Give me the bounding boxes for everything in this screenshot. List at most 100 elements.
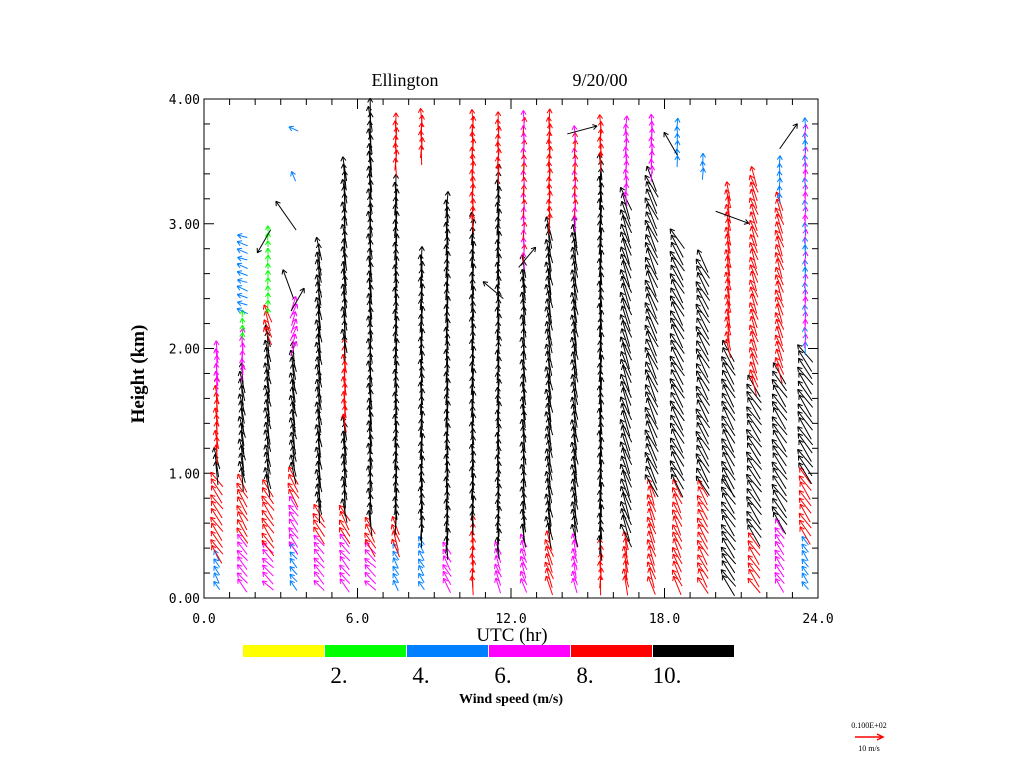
vector-head [392, 331, 396, 337]
vector-head [670, 264, 676, 268]
vector-shaft [620, 419, 633, 443]
vector-shaft [645, 286, 658, 311]
vector-head [421, 388, 426, 394]
vector-head [596, 452, 600, 458]
vector-shaft [339, 556, 350, 571]
vector-head [267, 254, 271, 260]
vector-head [545, 507, 549, 513]
vector-head [366, 397, 370, 403]
vector-shaft [445, 409, 449, 433]
vector-shaft [340, 511, 350, 531]
vector-head [443, 536, 447, 541]
vector-head [695, 408, 701, 412]
vector-head [620, 523, 626, 528]
vector-head [237, 550, 243, 553]
profile-column-18.5 [669, 117, 685, 596]
vector-head [521, 116, 526, 122]
wind-vector [645, 413, 658, 439]
vector-head [469, 568, 473, 573]
vector-head [723, 406, 728, 411]
wind-vector [722, 451, 735, 475]
wind-vector [699, 153, 706, 165]
wind-vector [364, 558, 377, 569]
vector-shaft [445, 431, 449, 456]
vector-shaft [697, 331, 709, 356]
vector-head [721, 552, 727, 556]
wind-vector [644, 384, 659, 408]
vector-shaft [392, 530, 399, 551]
vector-head [545, 245, 548, 251]
wind-vector [519, 578, 528, 593]
vector-shaft [546, 455, 553, 481]
vector-head [215, 340, 220, 346]
vector-shaft [726, 233, 731, 254]
vector-shaft [646, 420, 657, 447]
vector-head [545, 116, 549, 122]
vector-shaft [394, 420, 398, 446]
vector-shaft [671, 428, 684, 453]
vector-head [570, 396, 573, 402]
wind-vector [619, 478, 632, 503]
vector-head [721, 356, 727, 359]
vector-shaft [696, 265, 710, 287]
vector-shaft [697, 436, 709, 460]
vector-head [339, 550, 342, 556]
vector-shaft [573, 562, 577, 579]
vector-head [697, 562, 703, 566]
wind-vector [746, 390, 762, 411]
vector-shaft [598, 512, 603, 539]
vector-head [393, 579, 398, 584]
vector-head [600, 121, 604, 126]
vector-head [237, 533, 243, 537]
vector-shaft [496, 378, 500, 403]
wind-vector [697, 577, 709, 594]
vector-head [237, 234, 242, 239]
vector-head [696, 363, 702, 367]
vector-shaft [696, 392, 710, 415]
vector-head [519, 441, 523, 447]
vector-head [468, 211, 472, 217]
vector-head [366, 293, 370, 299]
vector-shaft [364, 558, 377, 569]
vector-head [648, 136, 652, 142]
vector-shaft [620, 253, 632, 279]
vector-shaft [722, 451, 735, 475]
vector-head [644, 324, 650, 328]
vector-head [340, 376, 344, 382]
wind-vector [746, 465, 762, 487]
vector-head [264, 232, 269, 237]
vector-shaft [419, 359, 424, 383]
wind-vector [696, 444, 710, 467]
vector-head [417, 441, 422, 447]
vector-shaft [669, 273, 685, 294]
vector-head [315, 333, 319, 339]
wind-vector [646, 516, 657, 535]
wind-vector [366, 188, 373, 215]
vector-shaft [545, 389, 554, 413]
wind-vector [261, 532, 275, 549]
vector-shaft [289, 573, 298, 583]
vector-head [571, 539, 575, 545]
vector-shaft [645, 384, 659, 408]
wind-vector [290, 171, 297, 182]
vector-head [721, 400, 727, 404]
vector-head [469, 249, 473, 254]
wind-vector [721, 415, 736, 437]
vector-shaft [496, 506, 500, 531]
vector-head [392, 204, 396, 210]
vector-head [421, 261, 426, 266]
vector-shaft [647, 516, 657, 535]
vector-head [236, 527, 242, 531]
vector-head [670, 273, 675, 277]
vector-head [289, 409, 293, 415]
wind-vector [695, 348, 710, 369]
wind-vector [288, 504, 299, 517]
vector-head [236, 271, 241, 276]
vector-head [644, 174, 650, 179]
vector-head [495, 570, 500, 575]
wind-vector [670, 361, 684, 386]
vector-head [342, 156, 347, 161]
vector-head [264, 254, 269, 260]
vector-head [570, 403, 574, 409]
vector-shaft [418, 542, 425, 554]
